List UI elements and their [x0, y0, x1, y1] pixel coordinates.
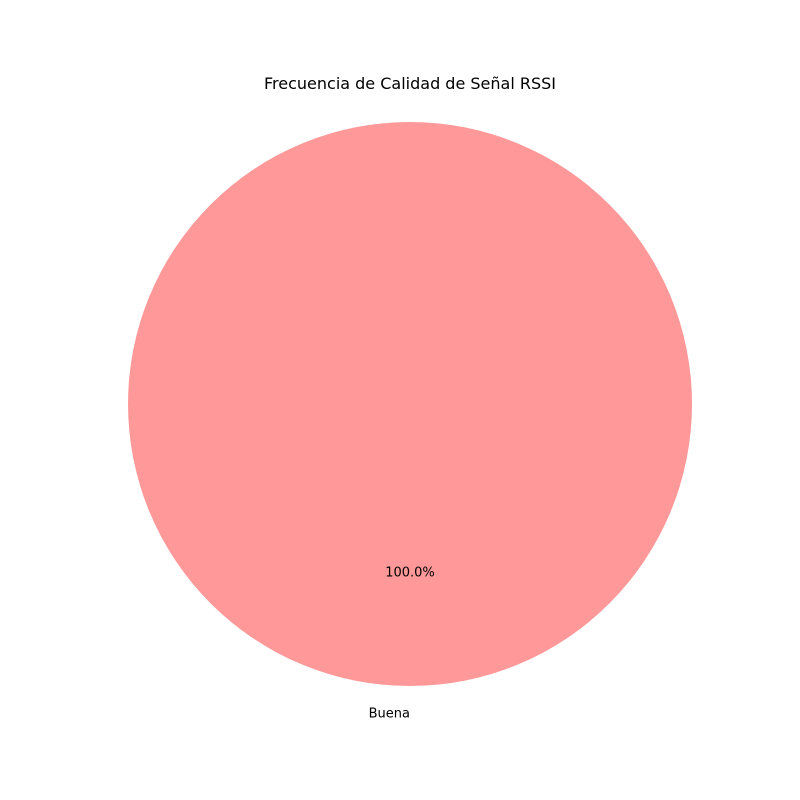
pie-slices	[128, 122, 692, 686]
chart-title: Frecuencia de Calidad de Señal RSSI	[264, 74, 556, 93]
pie-slice-buena	[128, 122, 692, 686]
pie-labels: 100.0% Buena	[369, 566, 435, 722]
pie-percent-label: 100.0%	[385, 566, 435, 581]
pie-category-label: Buena	[369, 707, 410, 722]
